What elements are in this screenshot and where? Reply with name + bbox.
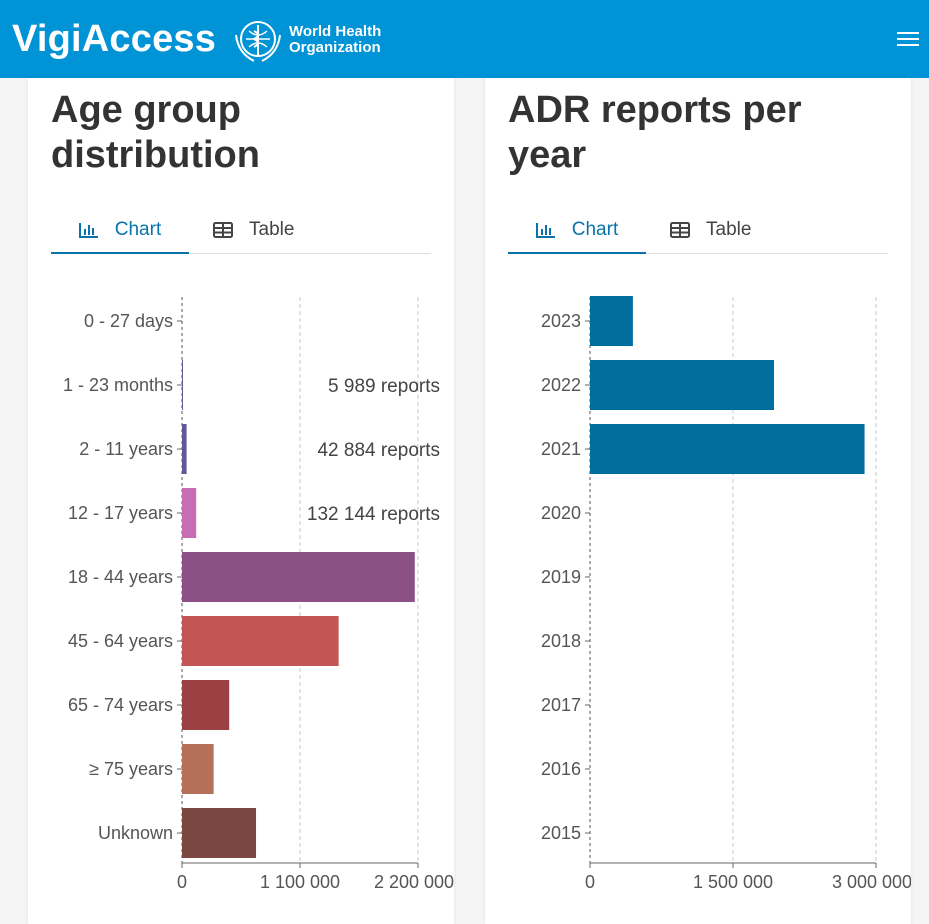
table-icon bbox=[670, 222, 690, 238]
data-label-12-17-years: 132 144 reports bbox=[307, 504, 440, 525]
category-label-2023: 2023 bbox=[541, 311, 581, 331]
x-tick-label: 2 200 000 bbox=[374, 872, 454, 892]
top-navbar: VigiAccess World Health Organization bbox=[0, 0, 929, 78]
category-label-2022: 2022 bbox=[541, 375, 581, 395]
bar-1-23-months bbox=[182, 360, 183, 410]
bar-chart-icon bbox=[535, 223, 555, 238]
x-tick-label: 3 000 000 bbox=[832, 872, 911, 892]
tab-table-label: Table bbox=[249, 219, 295, 240]
bar-65-74-years bbox=[182, 680, 230, 730]
category-label-75-years: ≥ 75 years bbox=[89, 759, 173, 779]
category-label-1-23-months: 1 - 23 months bbox=[63, 375, 173, 395]
category-label-2020: 2020 bbox=[541, 503, 581, 523]
who-org-name: World Health Organization bbox=[289, 24, 381, 56]
data-label-2-11-years: 42 884 reports bbox=[317, 440, 440, 461]
category-label-unknown: Unknown bbox=[98, 823, 173, 843]
adr-year-title: ADR reports per year bbox=[508, 89, 802, 176]
tab-table[interactable]: Table bbox=[670, 208, 751, 252]
x-tick-label: 1 100 000 bbox=[260, 872, 340, 892]
bar-18-44-years bbox=[182, 552, 415, 602]
bar-2021 bbox=[590, 424, 865, 474]
category-label-2017: 2017 bbox=[541, 695, 581, 715]
category-label-0-27-days: 0 - 27 days bbox=[84, 311, 173, 331]
category-label-2021: 2021 bbox=[541, 439, 581, 459]
category-label-18-44-years: 18 - 44 years bbox=[68, 567, 173, 587]
x-tick-label: 0 bbox=[177, 872, 187, 892]
brand-title[interactable]: VigiAccess bbox=[12, 18, 217, 60]
category-label-12-17-years: 12 - 17 years bbox=[68, 503, 173, 523]
tab-table-label: Table bbox=[706, 219, 752, 240]
hamburger-icon[interactable] bbox=[897, 32, 919, 48]
category-label-2-11-years: 2 - 11 years bbox=[79, 439, 173, 459]
tab-chart-label: Chart bbox=[114, 219, 162, 240]
bar-2-11-years bbox=[182, 424, 187, 474]
who-emblem-icon bbox=[235, 21, 281, 62]
data-label-1-23-months: 5 989 reports bbox=[328, 376, 440, 397]
table-icon bbox=[213, 222, 233, 238]
age-group-tabs: Chart Table bbox=[51, 208, 431, 254]
tab-chart-label: Chart bbox=[571, 219, 619, 240]
category-label-2019: 2019 bbox=[541, 567, 581, 587]
category-label-2016: 2016 bbox=[541, 759, 581, 779]
category-label-45-64-years: 45 - 64 years bbox=[68, 631, 173, 651]
x-tick-label: 0 bbox=[585, 872, 595, 892]
category-label-65-74-years: 65 - 74 years bbox=[68, 695, 173, 715]
x-tick-label: 1 500 000 bbox=[693, 872, 773, 892]
bar-unknown bbox=[182, 808, 257, 858]
category-label-2018: 2018 bbox=[541, 631, 581, 651]
age-group-card: Age group distribution Chart Table 0 - 2… bbox=[28, 78, 454, 924]
bar-2023 bbox=[590, 296, 633, 346]
bar-2022 bbox=[590, 360, 774, 410]
tab-table[interactable]: Table bbox=[213, 208, 294, 252]
category-label-2015: 2015 bbox=[541, 823, 581, 843]
tab-chart[interactable]: Chart bbox=[51, 208, 189, 254]
adr-year-card: ADR reports per year Chart Table 2023 202… bbox=[485, 78, 911, 924]
who-org-line1: World Health bbox=[289, 23, 382, 40]
age-group-chart: 0 - 27 days 1 - 23 months 2 - 11 years 12 -… bbox=[63, 297, 454, 892]
who-org-line2: Organization bbox=[289, 39, 381, 56]
adr-year-tabs: Chart Table bbox=[508, 208, 888, 254]
bar-12-17-years bbox=[182, 488, 197, 538]
bar-45-64-years bbox=[182, 616, 339, 666]
bar-75-years bbox=[182, 744, 214, 794]
age-group-title: Age group distribution bbox=[51, 89, 260, 176]
tab-chart[interactable]: Chart bbox=[508, 208, 646, 254]
adr-year-chart: 2023 2022 2021 2020 2019 2018 2017 2016 2015 0 1 5… bbox=[541, 296, 911, 892]
bar-chart-icon bbox=[78, 223, 98, 238]
